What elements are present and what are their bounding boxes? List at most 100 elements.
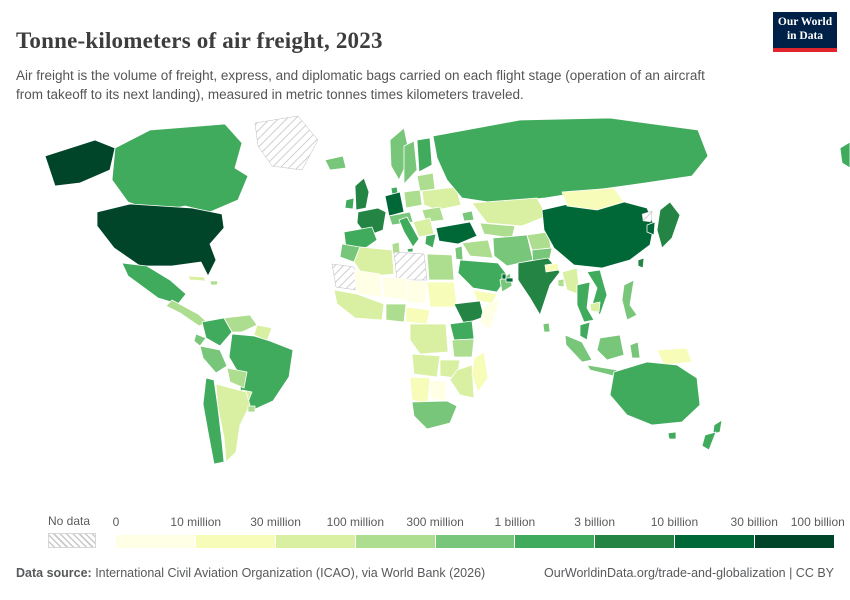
region-mali[interactable]	[353, 269, 383, 298]
region-poland[interactable]	[403, 189, 423, 209]
region-mexico[interactable]	[121, 262, 187, 305]
region-niger[interactable]	[381, 276, 408, 301]
region-namibia[interactable]	[409, 376, 431, 405]
region-hispaniola[interactable]	[209, 280, 219, 286]
region-tasmania[interactable]	[667, 431, 677, 440]
region-madagascar[interactable]	[471, 351, 489, 393]
region-kazakhstan[interactable]	[471, 197, 548, 227]
region-belarus-baltics[interactable]	[416, 172, 436, 192]
region-israel-jordan[interactable]	[454, 245, 464, 261]
legend-color-bin[interactable]	[194, 535, 275, 548]
region-mozambique-zimbabwe[interactable]	[449, 364, 475, 399]
region-cuba[interactable]	[187, 275, 207, 282]
region-west-africa[interactable]	[333, 289, 385, 321]
region-sulawesi[interactable]	[629, 341, 641, 359]
region-malaysia[interactable]	[579, 321, 591, 341]
region-new-guinea[interactable]	[656, 347, 693, 366]
region-sudan[interactable]	[426, 281, 458, 308]
region-china[interactable]	[541, 199, 655, 269]
region-sri-lanka[interactable]	[542, 322, 551, 333]
region-libya[interactable]	[393, 251, 428, 281]
region-north-korea[interactable]	[641, 210, 653, 223]
region-iceland[interactable]	[324, 155, 347, 171]
owid-link[interactable]: OurWorldinData.org/trade-and-globalizati…	[544, 566, 834, 580]
region-new-zealand-south[interactable]	[701, 431, 717, 451]
owid-logo[interactable]: Our World in Data	[773, 12, 837, 52]
region-uzbekistan-turkmenistan[interactable]	[479, 222, 516, 239]
region-uae[interactable]	[505, 277, 514, 283]
legend-color-bin[interactable]	[514, 535, 595, 548]
region-philippines[interactable]	[621, 279, 638, 321]
region-taiwan[interactable]	[637, 257, 645, 269]
region-cambodia[interactable]	[589, 301, 601, 313]
region-new-zealand-north[interactable]	[712, 419, 723, 435]
region-caucasus[interactable]	[461, 210, 475, 222]
region-ethiopia[interactable]	[453, 300, 485, 325]
region-central-america[interactable]	[165, 299, 208, 327]
region-colombia[interactable]	[201, 317, 233, 347]
region-bolivia[interactable]	[226, 367, 248, 389]
region-somalia[interactable]	[479, 297, 501, 331]
region-alaska[interactable]	[44, 139, 116, 187]
region-chile[interactable]	[202, 377, 225, 465]
region-java[interactable]	[586, 364, 618, 377]
region-nepal[interactable]	[544, 262, 560, 273]
legend-color-bin[interactable]	[274, 535, 355, 548]
region-ecuador[interactable]	[193, 333, 207, 347]
legend-no-data-swatch[interactable]	[48, 533, 96, 548]
region-united-states[interactable]	[96, 203, 225, 277]
region-chad[interactable]	[406, 279, 428, 305]
legend-tick-label: 1 billion	[494, 515, 536, 529]
region-japan[interactable]	[656, 201, 681, 249]
region-ireland[interactable]	[344, 197, 355, 210]
region-sweden[interactable]	[403, 140, 418, 185]
region-drc[interactable]	[409, 323, 449, 355]
region-angola[interactable]	[411, 353, 441, 378]
region-peru[interactable]	[199, 345, 228, 374]
region-kenya[interactable]	[449, 320, 475, 341]
region-turkey[interactable]	[435, 221, 478, 245]
region-thailand[interactable]	[576, 281, 595, 323]
region-greenland[interactable]	[254, 115, 319, 171]
region-united-kingdom[interactable]	[354, 177, 370, 211]
region-india[interactable]	[517, 257, 561, 316]
region-qatar[interactable]	[501, 273, 507, 280]
legend-no-data-block[interactable]: No data	[48, 514, 96, 548]
region-cameroon-car[interactable]	[405, 306, 431, 325]
region-vietnam-laos[interactable]	[586, 269, 608, 316]
region-germany[interactable]	[384, 191, 405, 217]
region-borneo[interactable]	[596, 334, 625, 361]
region-nigeria[interactable]	[385, 303, 407, 323]
region-italy[interactable]	[398, 216, 420, 248]
region-sicily[interactable]	[406, 247, 414, 253]
legend-color-bin[interactable]	[434, 535, 515, 548]
legend-color-bin[interactable]	[594, 535, 675, 548]
region-russia[interactable]	[432, 117, 709, 204]
legend-color-bin[interactable]	[116, 535, 195, 548]
region-iraq-syria[interactable]	[461, 239, 494, 259]
region-botswana[interactable]	[429, 380, 448, 402]
region-mongolia[interactable]	[561, 187, 625, 211]
region-canada[interactable]	[111, 123, 249, 213]
region-ukraine[interactable]	[421, 186, 462, 211]
region-chukotka[interactable]	[839, 141, 850, 169]
region-bangladesh[interactable]	[557, 278, 565, 288]
region-tanzania[interactable]	[451, 338, 475, 358]
region-egypt[interactable]	[426, 253, 455, 281]
region-argentina[interactable]	[215, 383, 251, 463]
region-saudi-arabia[interactable]	[457, 259, 509, 293]
legend-color-bin[interactable]	[754, 535, 835, 548]
region-finland[interactable]	[416, 137, 433, 173]
region-venezuela[interactable]	[223, 314, 258, 333]
region-greece[interactable]	[424, 233, 437, 249]
region-western-sahara-mauritania[interactable]	[331, 263, 358, 291]
region-south-korea[interactable]	[646, 221, 656, 236]
data-source: Data source: International Civil Aviatio…	[16, 566, 485, 580]
region-south-africa[interactable]	[411, 400, 458, 430]
region-uruguay[interactable]	[247, 405, 256, 413]
legend-color-bin[interactable]	[674, 535, 755, 548]
legend-color-bin[interactable]	[354, 535, 435, 548]
chart-footer: Data source: International Civil Aviatio…	[16, 566, 834, 580]
region-australia[interactable]	[609, 361, 701, 426]
region-sumatra[interactable]	[564, 334, 593, 363]
